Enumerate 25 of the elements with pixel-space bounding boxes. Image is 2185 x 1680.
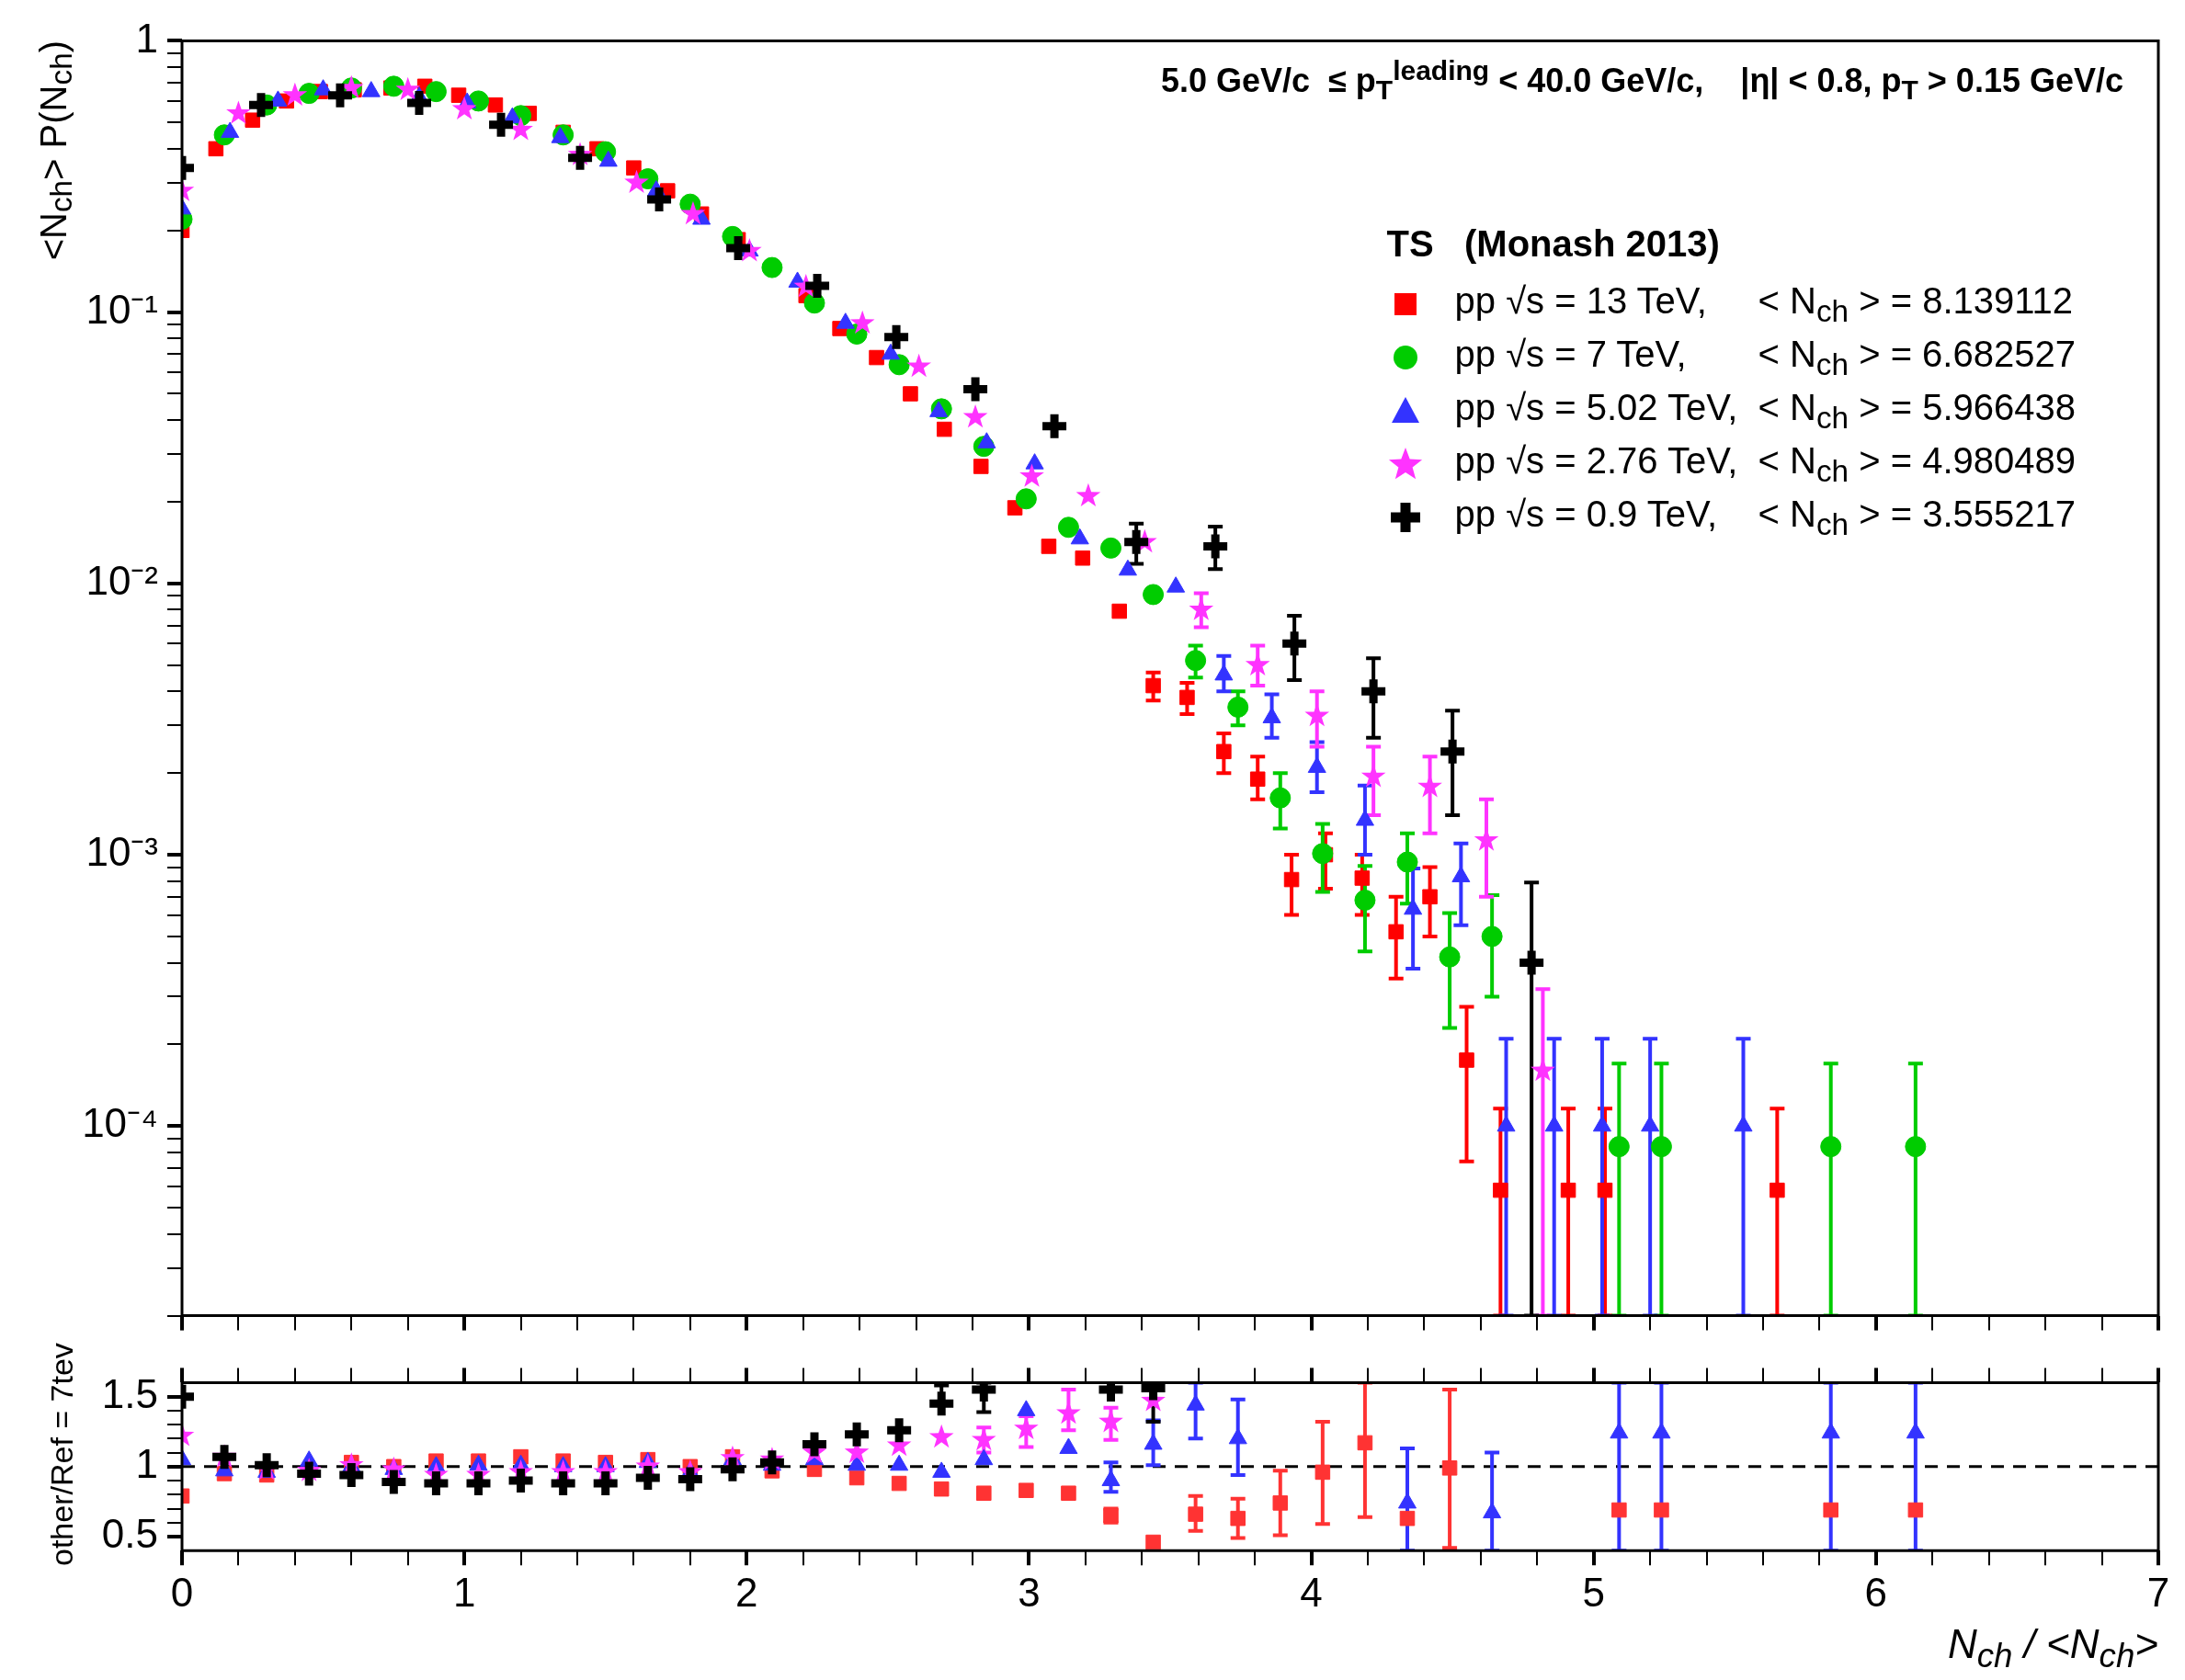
x-tick-label: 4	[1300, 1569, 1323, 1615]
legend-title: TS (Monash 2013)	[1386, 223, 1721, 265]
y-tick-label: 10⁻²	[85, 557, 158, 603]
x-tick-label: 2	[735, 1569, 758, 1615]
y-tick-label: 10⁻⁴	[82, 1100, 158, 1146]
y-tick-label: 0.5	[101, 1511, 158, 1557]
y-tick-label: 1	[135, 1440, 158, 1486]
y-axis-title: other/Ref = 7tev	[44, 1342, 80, 1569]
y-tick-label: 1.5	[101, 1370, 158, 1416]
legend-label: pp √s = 2.76 TeV, < N$_{ch}$ > = 4.980489	[1454, 439, 2076, 489]
y-tick-label: 10⁻¹	[85, 286, 158, 332]
x-tick-label: 6	[1864, 1569, 1888, 1615]
legend-label: pp √s = 13 TeV, < N$_{ch}$ > = 8.139112	[1454, 279, 2074, 329]
legend-label: pp √s = 5.02 TeV, < N$_{ch}$ > = 5.966438	[1454, 386, 2076, 436]
y-tick-label: 1	[135, 15, 158, 61]
x-tick-label: 5	[1582, 1569, 1605, 1615]
x-tick-label: 0	[170, 1569, 194, 1615]
legend-label: pp √s = 0.9 TeV, < N$_{ch}$ > = 3.555217	[1454, 493, 2076, 542]
legend-label: pp √s = 7 TeV, < N$_{ch}$ > = 6.682527	[1454, 333, 2076, 382]
x-axis-title: N$_{ch}$ / <N$_{ch}$>	[1947, 1621, 2158, 1675]
y-tick-label: 10⁻³	[85, 829, 158, 875]
x-tick-label: 1	[452, 1569, 476, 1615]
text: 5.0 GeV/c ≤ p$_{T}$$^{leading}$ < 40.0 GeV/c, |η| < 0.8, p$_{T}$ > 0.15 GeV/c	[1160, 55, 2123, 107]
x-tick-label: 3	[1018, 1569, 1041, 1615]
x-tick-label: 7	[2146, 1569, 2170, 1615]
